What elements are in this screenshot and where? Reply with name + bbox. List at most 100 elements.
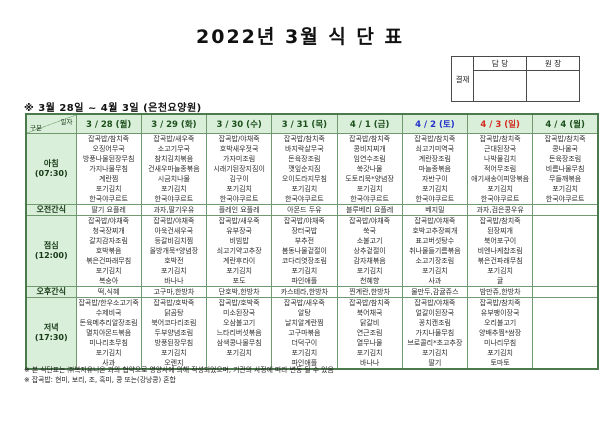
menu-item: 포기김치	[487, 267, 513, 275]
menu-item: 한국야쿠르트	[89, 195, 128, 203]
date-header-cell: 4 / 3 (일)	[466, 113, 534, 134]
snack-cell: 단호박,한방차	[205, 286, 273, 298]
menu-item: 북어채국	[356, 309, 383, 317]
menu-item: 올방개묵*양념장	[149, 247, 199, 255]
menu-item: 잡곡밥/새우죽	[218, 217, 260, 225]
menu-item: 건새우마늘종볶음	[148, 165, 200, 173]
menu-cell: 잡곡밥/야채죽 호박새우젓국 가자미조림 시래기된장지짐이 김구이 포기김치 한국야쿠르트	[205, 133, 273, 205]
menu-item: 잡곡밥/야채죽	[218, 135, 260, 143]
date-header-cell: 4 / 1 (금)	[336, 113, 403, 134]
menu-item: 계란찜	[98, 175, 119, 183]
menu-item: 계란장조림	[418, 155, 451, 163]
menu-item: 잡곡밥/참치죽	[283, 135, 325, 143]
menu-item: 청국장찌개	[92, 227, 125, 235]
menu-cell: 잡곡밥/야채죽 장터국밥 부추전 봄동나물겉절이 코다리엿장조림 포기김치 파인애플	[271, 215, 338, 287]
snack-cell	[532, 204, 599, 216]
menu-item: 사과	[102, 359, 116, 367]
menu-item: 닭곰탕	[164, 309, 184, 317]
menu-item: 소고기무국	[157, 145, 190, 153]
menu-item: 방풍된장무침	[154, 339, 194, 347]
meal-label-name: 오전간식	[36, 205, 66, 214]
date-header-cell: 4 / 4 (월)	[532, 113, 599, 134]
menu-item: 포기김치	[160, 185, 187, 193]
snack-cell: 베지밀	[401, 204, 469, 216]
snack-cell	[532, 286, 599, 298]
approval-header-row: 결재 담 당 원 장	[451, 56, 580, 102]
snack-cell: 과자,딸기우유	[140, 204, 208, 216]
menu-item: 잡곡밥/참치죽	[349, 299, 391, 307]
menu-table-body: 일자 구분 3 / 28 (월) 3 / 29 (화) 3 / 30 (수) 3 / 31…	[25, 113, 599, 370]
menu-cell: 잡곡밥/참치죽 콩나물국 돈육장조림 비름나물무침 무들깨볶음 포기김치 한국야쿠르트	[532, 133, 599, 205]
menu-item: 유부팽이장국	[480, 309, 520, 317]
menu-item: 콩비지찌개	[353, 145, 386, 153]
menu-cell: 잡곡밥/새우죽 유부장국 비빔밥 쇠고기약고추장 계란후라이 포기김치 포도	[205, 215, 273, 287]
approval-stamp-label: 결재	[451, 56, 474, 102]
menu-item: 두부양념조림	[154, 329, 194, 337]
menu-item: 브로콜리*초고추장	[407, 339, 463, 347]
menu-item: 가자미조림	[223, 155, 256, 163]
menu-item: 사과	[428, 277, 442, 285]
menu-item: 돈육장조림	[549, 155, 582, 163]
snack-cell: 아몬드 두유	[271, 204, 338, 216]
date-header-cell: 3 / 30 (수)	[205, 113, 273, 134]
menu-cell: 잡곡밥/참치죽 콩비지찌개 임연수조림 쑥갓나물 도토리묵*양념장 포기김치 한국야쿠르트	[336, 133, 403, 205]
menu-item: 자반구이	[421, 175, 448, 183]
menu-item: 비엔나케찹조림	[477, 247, 523, 255]
menu-item: 꽁치캔조림	[418, 319, 451, 327]
menu-item: 한국야쿠르트	[350, 195, 389, 203]
menu-item: 오징어무국	[92, 145, 125, 153]
menu-cell: 잡곡밥/참치죽 유부팽이장국 오리불고기 양배추찜*쌈장 미나리무침 포기김치 토마토	[466, 297, 534, 370]
menu-cell: 잡곡밥/참치죽 근대된장국 나박물김치 적어무조림 애기새송이피망볶음 포기김치 한국야쿠르…	[466, 133, 534, 205]
snack-cell: 떡,식혜	[75, 286, 142, 298]
menu-item: 잡곡밥/야채죽	[349, 217, 391, 225]
menu-item: 포기김치	[95, 185, 122, 193]
menu-item: 잡곡밥/참치죽	[414, 135, 456, 143]
menu-item	[533, 338, 597, 348]
meal-label-time: (07:30)	[34, 169, 68, 178]
menu-item: 오렌지	[164, 359, 184, 367]
menu-item	[533, 308, 597, 318]
menu-item: 천혜향	[359, 277, 380, 285]
menu-item: 쑥갓나물	[356, 165, 383, 173]
menu-item: 상추겉절이	[353, 247, 386, 255]
menu-item: 표고버섯탕수	[415, 237, 455, 245]
menu-item: 북어코다리조림	[151, 319, 197, 327]
menu-item	[533, 216, 597, 226]
menu-item: 포도	[232, 277, 246, 285]
approval-col-wonjang: 원 장	[526, 56, 580, 71]
menu-item: 복숭아	[98, 277, 119, 285]
menu-item: 유부장국	[226, 227, 252, 235]
meal-row-dinner: 저녁 (17:30) 잡곡밥/한우소고기죽 수제비국 돈육메추리알장조림 멸치아몬드볶음 미…	[25, 297, 599, 370]
menu-item: 포기김치	[421, 267, 448, 275]
menu-item: 포기김치	[226, 267, 252, 275]
menu-item: 취나물들기름볶음	[409, 247, 461, 255]
meal-label-cell-dinner: 저녁 (17:30)	[25, 297, 77, 370]
menu-cell: 잡곡밥/참치죽 바지락살무국 돈육장조림 깻잎순지짐 오이도라지무침 포기김치 한국야쿠르트	[271, 133, 338, 205]
menu-item: 포기김치	[356, 349, 383, 357]
menu-item: 잡곡밥/새우죽	[153, 135, 195, 143]
menu-item: 아욱건새우국	[154, 227, 194, 235]
menu-item: 잡곡밥/야채죽	[414, 217, 456, 225]
date-header-cell: 3 / 28 (월)	[75, 113, 142, 134]
menu-item: 포기김치	[552, 185, 578, 193]
menu-item: 포기김치	[421, 185, 448, 193]
menu-cell: 잡곡밥/야채죽 쑥국 소불고기 상추겉절이 감자채볶음 포기김치 천혜향	[336, 215, 403, 287]
menu-item: 한국야쿠르트	[545, 195, 585, 203]
menu-item: 포기김치	[291, 267, 318, 275]
menu-item: 삼색콩나물무침	[216, 339, 262, 347]
meal-label-time: (17:30)	[34, 333, 68, 342]
menu-item: 쇠고기약고추장	[216, 247, 262, 255]
menu-item: 콩나물국	[552, 145, 578, 153]
menu-cell: 잡곡밥/호박죽 닭곰탕 북어코다리조림 두부양념조림 방풍된장무침 포기김치 오렌지	[140, 297, 208, 370]
menu-item: 포기김치	[356, 185, 383, 193]
menu-cell: 잡곡밥/야채죽 청국장찌개 갈치감자조림 호박볶음 볶은건파래무침 포기김치 복숭아	[75, 215, 142, 287]
menu-item: 등갈비김치찜	[154, 237, 194, 245]
meal-row-lunch: 점심 (12:00) 잡곡밥/야채죽 청국장찌개 갈치감자조림 호박볶음 볶은건파래무침 포기…	[25, 215, 599, 287]
menu-item	[533, 298, 597, 308]
meal-row-breakfast: 아침 (07:30) 잡곡밥/참치죽 오징어무국 방풍나물된장무침 가지나물무침 계란찜 포기…	[25, 133, 599, 205]
menu-cell: 잡곡밥/호박죽 미소된장국 오삼불고기 느타리버섯볶음 삼색콩나물무침 포기김치	[205, 297, 273, 370]
menu-item: 쑥국	[363, 227, 377, 235]
date-header-cell: 3 / 29 (화)	[140, 113, 208, 134]
menu-item: 포기김치	[160, 349, 187, 357]
menu-item	[533, 358, 597, 368]
